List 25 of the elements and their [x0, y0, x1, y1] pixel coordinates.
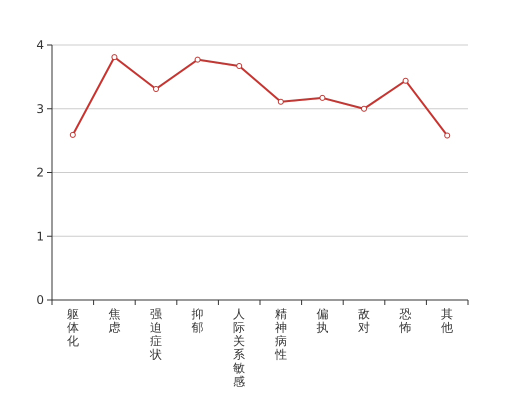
y-tick-label: 0 — [36, 293, 44, 307]
x-tick-label: 精神病性 — [274, 307, 287, 362]
point — [444, 132, 450, 139]
y-tick-label: 1 — [36, 229, 44, 244]
point — [402, 78, 409, 84]
x-tick-label: 强迫症状 — [149, 307, 162, 362]
point — [361, 106, 367, 112]
y-tick-label: 2 — [36, 166, 44, 180]
point — [236, 63, 242, 70]
x-tick-label: 敌对 — [358, 307, 370, 334]
point — [278, 98, 284, 105]
x-tick-label: 其他 — [441, 307, 454, 334]
point — [70, 132, 76, 138]
x-tick-label: 偏执 — [316, 307, 328, 334]
point — [194, 56, 201, 63]
x-tick-label: 躯体化 — [66, 307, 79, 348]
y-tick-label: 4 — [36, 38, 44, 52]
point — [153, 86, 159, 92]
x-tick-label: 人际关系敏感 — [233, 307, 246, 388]
y-tick-label: 3 — [36, 102, 44, 116]
point — [319, 94, 326, 101]
x-tick-label: 抑郁 — [192, 307, 204, 334]
x-tick-label: 焦虑 — [108, 307, 120, 334]
x-tick-label: 恐怖 — [398, 307, 412, 334]
point — [111, 54, 118, 60]
